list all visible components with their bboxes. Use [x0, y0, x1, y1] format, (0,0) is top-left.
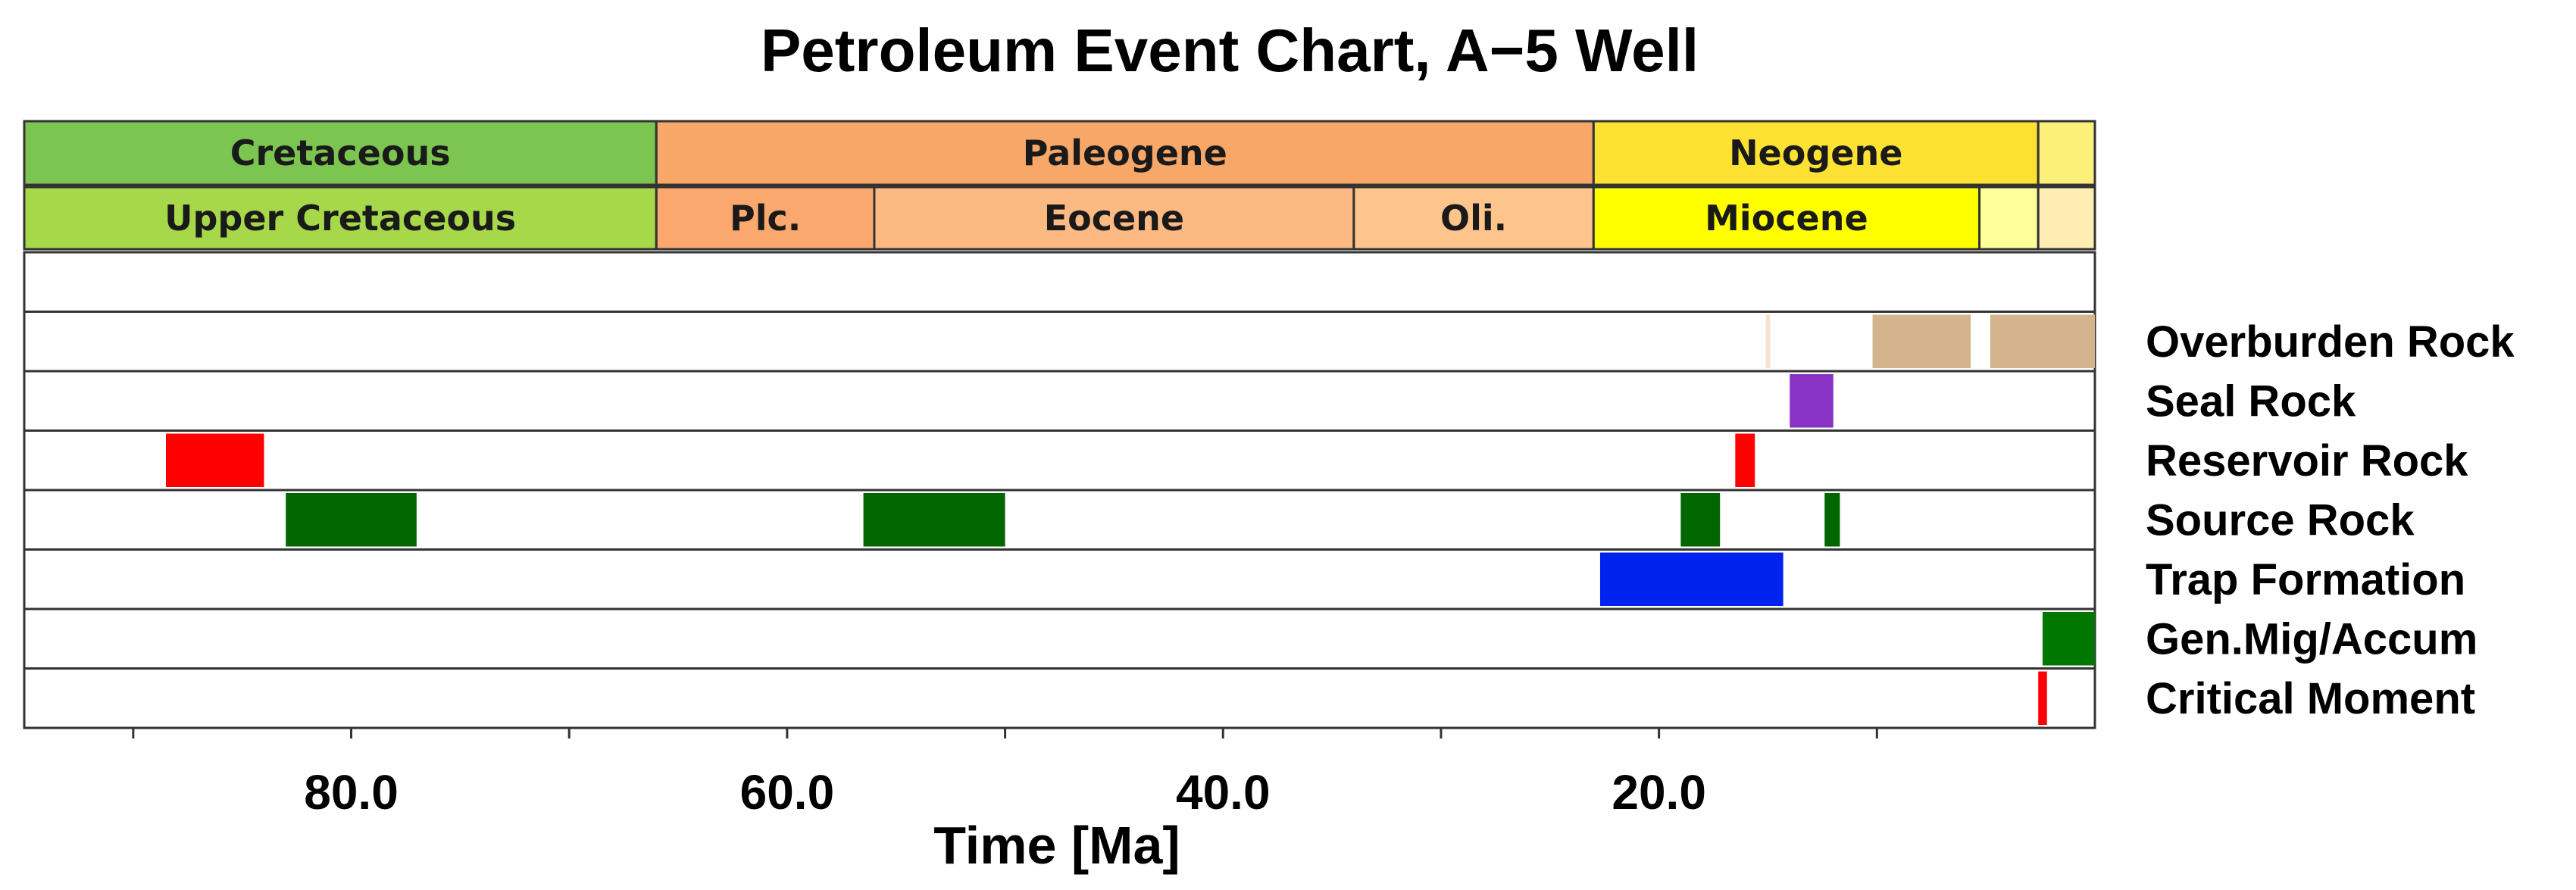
timescale-label-paleogene: Paleogene	[1023, 133, 1227, 173]
row-label-gen-mig-accum: Gen.Mig/Accum	[2146, 614, 2478, 664]
row-label-overburden-rock: Overburden Rock	[2146, 317, 2515, 367]
timescale-label-neogene: Neogene	[1729, 133, 1902, 173]
event-bar-critical-moment-0	[2038, 671, 2047, 725]
timescale-epoch-eocene-6	[873, 186, 1355, 251]
x-axis: 80.0 60.0 40.0 20.0	[132, 728, 1878, 820]
x-tick-label-40: 40.0	[1176, 765, 1271, 820]
timescale-label-upper-cretaceous: Upper Cretaceous	[164, 198, 516, 239]
timescale-label-cretaceous: Cretaceous	[230, 133, 451, 173]
event-bar-overburden-rock-1	[1872, 314, 1971, 368]
event-bar-reservoir-rock-0	[165, 433, 264, 487]
event-bar-source-rock-3	[1824, 493, 1840, 547]
event-row-reservoir-rock	[23, 429, 2096, 492]
event-bar-source-rock-1	[863, 493, 1005, 547]
event-bar-seal-rock-0	[1790, 374, 1834, 428]
x-tick-label-60: 60.0	[740, 765, 835, 820]
timescale-period-cretaceous-0	[23, 120, 658, 186]
row-label-seal-rock: Seal Rock	[2146, 376, 2356, 426]
event-row-overburden-rock	[23, 311, 2096, 373]
timescale-label-eocene: Eocene	[1044, 198, 1184, 239]
event-row-blank	[23, 251, 2096, 313]
timescale-epoch-miocene-8	[1592, 186, 1981, 251]
row-label-trap-formation: Trap Formation	[2146, 555, 2465, 604]
timescale-period-paleogene-1	[655, 120, 1595, 186]
row-label-source-rock: Source Rock	[2146, 495, 2415, 545]
event-bar-source-rock-2	[1680, 493, 1721, 547]
timescale-epoch-oli-7	[1352, 186, 1595, 251]
timescale-label-miocene: Miocene	[1705, 198, 1868, 239]
event-rows	[23, 251, 2096, 729]
geologic-time-scale: Cretaceous Paleogene Neogene Upper Cretaceo…	[23, 120, 2096, 251]
row-label-reservoir-rock: Reservoir Rock	[2146, 436, 2468, 486]
event-row-trap-formation	[23, 548, 2096, 611]
event-bar-overburden-rock-0	[1765, 314, 1771, 368]
event-row-labels: Overburden Rock Seal Rock Reservoir Rock So…	[2146, 317, 2515, 723]
timescale-period-blank-3	[2037, 120, 2096, 186]
row-label-critical-moment: Critical Moment	[2146, 674, 2475, 723]
timescale-epoch-blank-10	[2037, 186, 2096, 251]
chart-title: Petroleum Event Chart, A−5 Well	[761, 17, 1699, 84]
event-row-seal-rock	[23, 370, 2096, 432]
event-bar-reservoir-rock-1	[1735, 433, 1755, 487]
timescale-epoch-blank-9	[1978, 186, 2040, 251]
event-row-gen-mig-accum	[23, 607, 2096, 670]
event-bar-source-rock-0	[286, 493, 417, 547]
event-bar-gen-mig-accum-0	[2042, 612, 2095, 666]
event-row-critical-moment	[23, 667, 2096, 729]
event-bar-trap-formation-0	[1599, 552, 1784, 606]
timescale-label-oli: Oli.	[1440, 198, 1507, 239]
x-axis-title: Time [Ma]	[933, 816, 1180, 875]
x-tick-label-20: 20.0	[1612, 765, 1706, 820]
event-bar-overburden-rock-2	[1990, 314, 2095, 368]
timescale-label-plc: Plc.	[730, 198, 801, 239]
timescale-epoch-plc-5	[655, 186, 876, 251]
timescale-period-neogene-2	[1592, 120, 2040, 186]
x-tick-label-80: 80.0	[304, 765, 399, 820]
